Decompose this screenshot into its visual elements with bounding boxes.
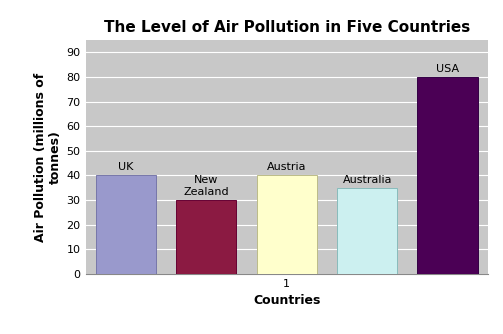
Text: Austria: Austria [267,162,306,172]
Text: UK: UK [118,162,133,172]
Y-axis label: Air Pollution (millions of
tonnes): Air Pollution (millions of tonnes) [34,72,62,241]
Bar [257,175,317,274]
Text: New
Zealand: New Zealand [184,175,229,197]
Bar [176,200,236,274]
Text: USA: USA [436,64,459,74]
Bar [417,77,478,274]
X-axis label: Countries: Countries [253,294,320,307]
Text: Australia: Australia [343,175,392,185]
Bar [337,188,397,274]
Title: The Level of Air Pollution in Five Countries: The Level of Air Pollution in Five Count… [104,20,470,35]
Bar [96,175,156,274]
